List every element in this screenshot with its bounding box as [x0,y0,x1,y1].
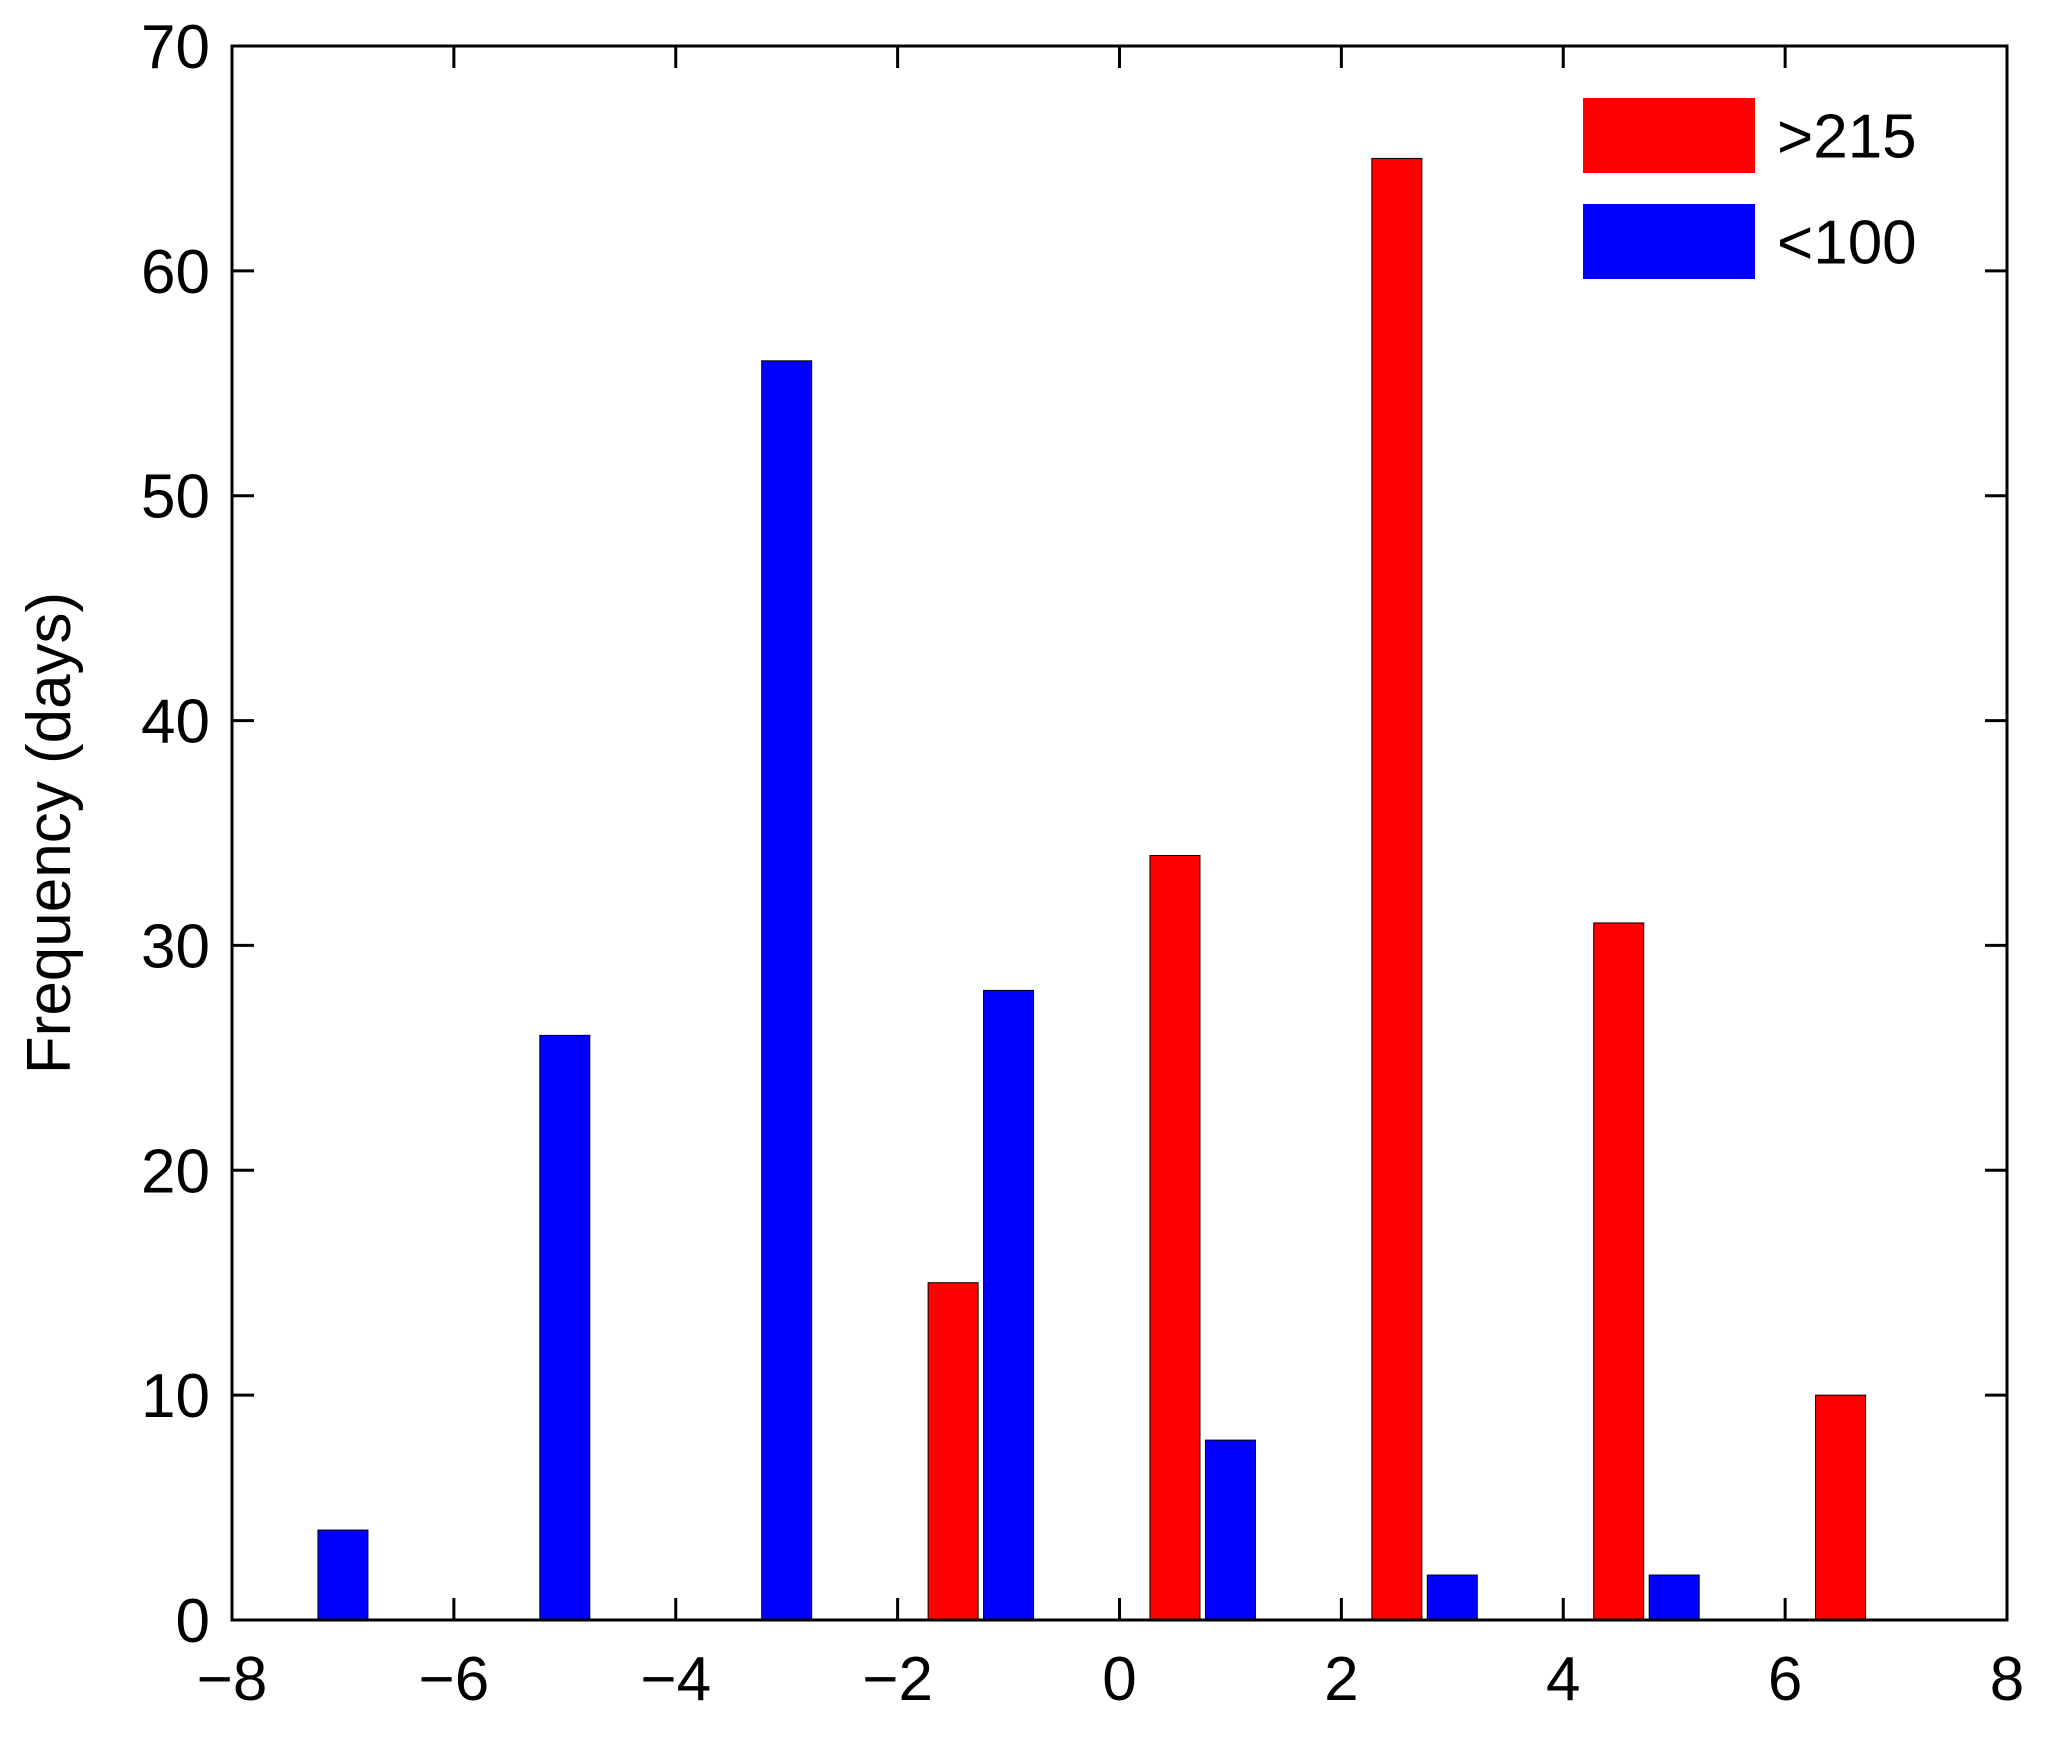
legend-swatch-series2 [1583,204,1755,279]
y-axis-label: Frequency (days) [15,592,84,1074]
y-tick-label: 50 [141,463,210,532]
x-tick-label: −4 [640,1645,711,1714]
plot-area-frame [230,44,2009,1622]
bar-series1-5 [1815,1394,1867,1621]
y-tick-label: 20 [141,1137,210,1206]
bar-series2-4 [983,989,1035,1621]
x-tick-label: 4 [1546,1645,1580,1714]
bar-series2-1 [317,1529,369,1621]
bar-series1-2 [1149,854,1201,1621]
x-tick-label: −6 [419,1645,490,1714]
y-tick-label: 40 [141,688,210,757]
bar-series1-3 [1371,157,1423,1621]
bar-series2-6 [1426,1574,1478,1621]
x-tick-label: 6 [1768,1645,1802,1714]
x-tick-label: −8 [197,1645,268,1714]
ticks-layer: −8 −6 −4 −2 0 2 4 6 8 0 10 20 30 40 50 60 70 [141,13,2024,1714]
legend-label-series1: >215 [1777,103,1917,172]
bar-series2-7 [1648,1574,1700,1621]
y-tick-label: 0 [176,1587,210,1656]
bars-layer [317,157,1867,1621]
bar-series1-1 [927,1282,979,1621]
x-tick-label: 2 [1324,1645,1358,1714]
x-tick-label: 8 [1990,1645,2024,1714]
y-tick-label: 30 [141,912,210,981]
legend-label-series2: <100 [1777,209,1917,278]
y-tick-label: 60 [141,238,210,307]
y-tick-label: 10 [141,1362,210,1431]
bar-series1-4 [1593,922,1645,1621]
y-tick-label: 70 [141,13,210,82]
bar-series2-3 [761,360,813,1621]
bar-series2-2 [539,1034,591,1621]
x-tick-label: −2 [862,1645,933,1714]
bar-series2-5 [1204,1439,1256,1621]
legend-swatch-series1 [1583,98,1755,173]
x-tick-label: 0 [1102,1645,1136,1714]
legend: >215 <100 [1583,98,1917,279]
